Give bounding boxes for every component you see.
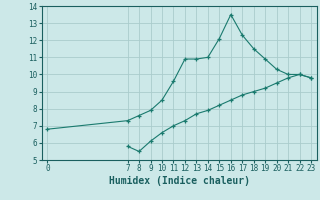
X-axis label: Humidex (Indice chaleur): Humidex (Indice chaleur) [109,176,250,186]
